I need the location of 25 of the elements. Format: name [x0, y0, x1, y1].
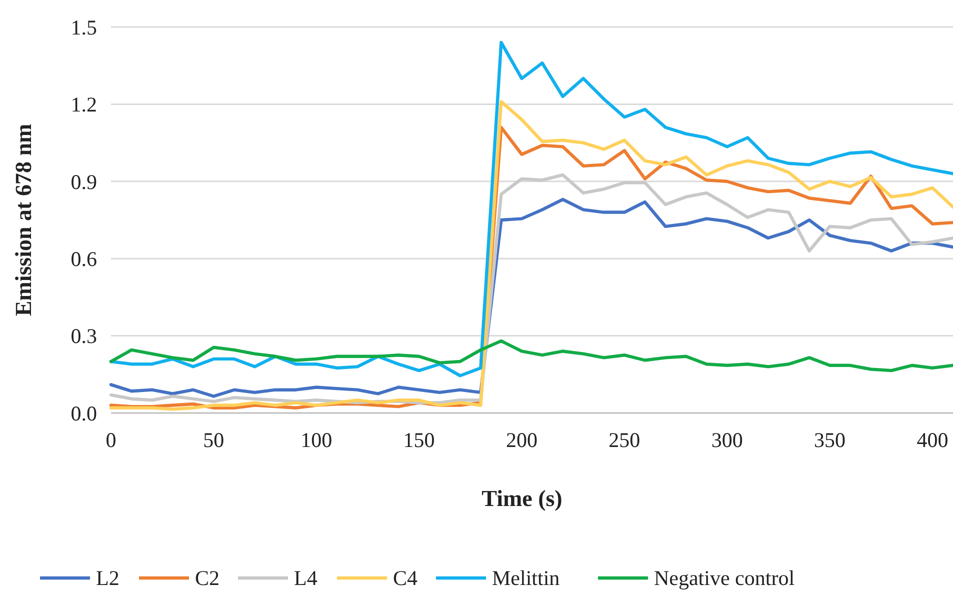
- x-tick-label: 350: [814, 428, 846, 452]
- legend-label: L2: [96, 566, 120, 590]
- line-series: [109, 40, 953, 378]
- y-tick-label: 0.0: [70, 401, 97, 426]
- y-tick-label: 1.2: [70, 92, 97, 117]
- x-tick-label: 150: [403, 428, 435, 452]
- y-tick-label: 0.9: [70, 170, 97, 194]
- legend-label: Negative control: [654, 566, 795, 590]
- x-tick-label: 0: [106, 428, 116, 452]
- x-tick-label: 400: [916, 428, 948, 452]
- x-tick-label: 300: [711, 428, 743, 452]
- y-tick-label: 0.3: [70, 324, 97, 348]
- legend-label: C2: [195, 566, 220, 590]
- y-axis-title: Emission at 678 nm: [11, 124, 36, 316]
- x-axis-title: Time (s): [482, 486, 562, 511]
- legend-label: L4: [294, 566, 318, 590]
- x-tick-label: 50: [203, 428, 224, 452]
- x-tick-label: 100: [300, 428, 332, 452]
- legend-label: Melittin: [492, 566, 560, 590]
- y-tick-label: 1.5: [70, 15, 97, 40]
- line-series: [109, 339, 953, 372]
- x-tick-label: 200: [506, 428, 538, 452]
- x-tick-label: 250: [608, 428, 640, 452]
- y-tick-label: 0.6: [70, 246, 97, 271]
- legend-label: C4: [393, 566, 418, 590]
